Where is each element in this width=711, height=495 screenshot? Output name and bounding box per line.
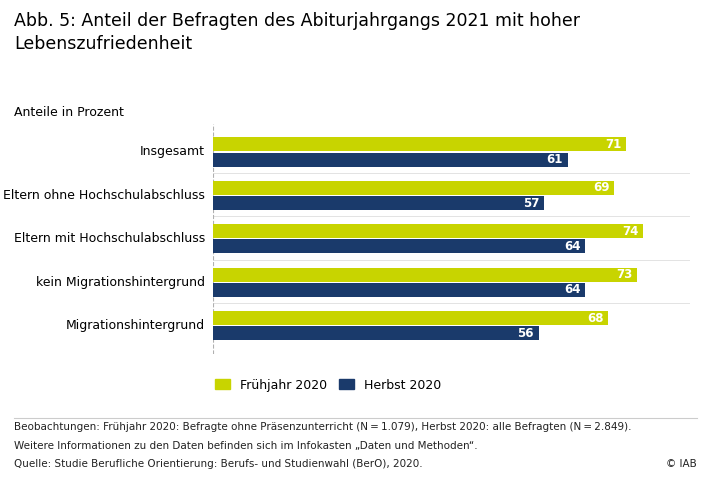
Text: 64: 64 bbox=[564, 240, 580, 253]
Text: 68: 68 bbox=[587, 311, 604, 325]
Text: Weitere Informationen zu den Daten befinden sich im Infokasten „Daten und Method: Weitere Informationen zu den Daten befin… bbox=[14, 441, 478, 450]
Text: 71: 71 bbox=[605, 138, 621, 151]
Text: 64: 64 bbox=[564, 283, 580, 297]
Bar bbox=[213, 240, 585, 253]
Bar bbox=[213, 311, 609, 325]
Bar bbox=[213, 138, 626, 151]
Text: 57: 57 bbox=[523, 197, 540, 209]
Text: Quelle: Studie Berufliche Orientierung: Berufs- und Studienwahl (BerO), 2020.: Quelle: Studie Berufliche Orientierung: … bbox=[14, 459, 423, 469]
Text: 73: 73 bbox=[616, 268, 633, 281]
Text: 74: 74 bbox=[622, 225, 638, 238]
Bar bbox=[213, 326, 539, 340]
Text: Beobachtungen: Frühjahr 2020: Befragte ohne Präsenzunterricht (N = 1.079), Herbs: Beobachtungen: Frühjahr 2020: Befragte o… bbox=[14, 422, 631, 432]
Bar bbox=[213, 181, 614, 195]
Bar bbox=[213, 196, 545, 210]
Legend: Frühjahr 2020, Herbst 2020: Frühjahr 2020, Herbst 2020 bbox=[215, 379, 442, 392]
Text: © IAB: © IAB bbox=[666, 459, 697, 469]
Text: 56: 56 bbox=[518, 327, 534, 340]
Bar bbox=[213, 268, 637, 282]
Text: 61: 61 bbox=[547, 153, 563, 166]
Text: 69: 69 bbox=[593, 181, 609, 195]
Bar bbox=[213, 283, 585, 297]
Text: Anteile in Prozent: Anteile in Prozent bbox=[14, 106, 124, 119]
Text: Abb. 5: Anteil der Befragten des Abiturjahrgangs 2021 mit hoher
Lebenszufriedenh: Abb. 5: Anteil der Befragten des Abiturj… bbox=[14, 12, 580, 52]
Bar bbox=[213, 224, 643, 238]
Bar bbox=[213, 152, 567, 166]
